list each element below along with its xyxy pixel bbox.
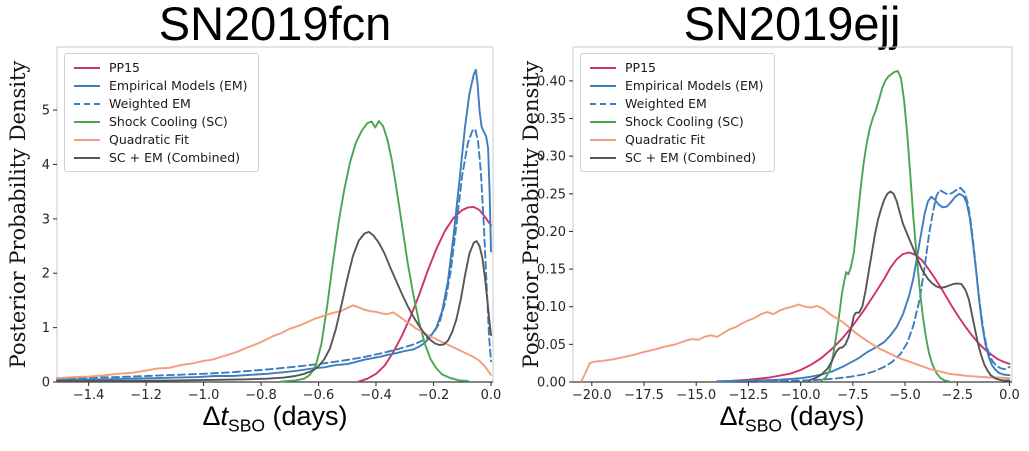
legend-label: Empirical Models (EM) [109,78,248,93]
y-tick-label: 0.30 [537,150,566,165]
legend-swatch-quadratic-fit [74,139,100,141]
curve-sc [280,120,469,383]
legend-swatch-combined [74,157,100,159]
legend-item-quadratic-fit: Quadratic Fit [74,133,248,147]
x-tick-label: −1.4 [73,388,105,403]
x-tick-label: −7.5 [837,388,869,403]
legend-label: SC + EM (Combined) [625,150,756,165]
y-tick-label: 0.10 [537,300,566,315]
plot-title-sn2019fcn: SN2019fcn [158,0,392,50]
legend-label: Quadratic Fit [625,132,706,147]
axes-sn2019ejj: −20.0 −17.5 −15.0 −12.5 −10.0 −7.5 −5.0 −2.5 0.0… [537,46,1020,403]
curve-quad [56,304,492,380]
y-tick-label: 0.15 [537,263,566,278]
legend-swatch-pp15 [590,67,616,69]
x-tick-label: −10.0 [781,388,821,403]
legend-label: Shock Cooling (SC) [625,114,744,129]
legend-item-pp15: PP15 [590,61,764,75]
y-tick-label: 0.00 [537,376,566,391]
delta-symbol: Δ [719,401,738,431]
x-axis-label-right: ΔtSBO (days) [572,401,1012,436]
legend-label: PP15 [109,60,140,75]
legend-swatch-shock-cooling [590,121,616,123]
x-tick-label: −0.8 [245,388,277,403]
legend-label: SC + EM (Combined) [109,150,240,165]
curve-wem [757,186,1011,383]
legend-label: Quadratic Fit [109,132,190,147]
delta-symbol: Δ [202,401,221,431]
x-tick-label: −0.4 [360,388,392,403]
t-symbol: t [737,401,745,431]
curve-em [716,192,1011,383]
x-tick-label: −1.0 [188,388,220,403]
y-tick-label: 3 [42,212,50,227]
legend-item-combined: SC + EM (Combined) [590,151,764,165]
legend-item-shock-cooling: Shock Cooling (SC) [74,115,248,129]
y-tick-label: 0.40 [537,74,566,89]
sbo-subscript: SBO [228,415,266,436]
legend-swatch-quadratic-fit [590,139,616,141]
legend-right: PP15 Empirical Models (EM) Weighted EM S… [580,53,775,172]
legend-left: PP15 Empirical Models (EM) Weighted EM S… [64,53,259,172]
x-tick-label: −0.2 [418,388,450,403]
x-tick-label: 0.0 [481,388,502,403]
x-tick-label: −1.2 [130,388,162,403]
x-tick-label: −20.0 [572,388,612,403]
curve-comb [56,230,492,382]
x-axis-label-left: ΔtSBO (days) [57,401,493,436]
curve-sc [820,70,950,383]
days-unit: (days) [265,401,348,431]
t-symbol: t [220,401,228,431]
y-tick-label: 4 [42,158,50,173]
curve-pp15 [726,251,1011,383]
legend-swatch-weighted-em [74,103,100,105]
sbo-subscript: SBO [745,415,783,436]
legend-swatch-em [590,85,616,87]
y-tick-label: 2 [42,267,50,282]
legend-item-em: Empirical Models (EM) [74,79,248,93]
y-tick-label: 0.35 [537,112,566,127]
legend-item-combined: SC + EM (Combined) [74,151,248,165]
y-tick-label: 0.05 [537,338,566,353]
legend-swatch-combined [590,157,616,159]
plot-title-sn2019ejj: SN2019ejj [683,0,901,50]
axes-sn2019fcn: −1.4 −1.2 −1.0 −0.8 −0.6 −0.4 −0.2 0.0 0 1 2 3 4 5 [42,46,502,403]
legend-item-em: Empirical Models (EM) [590,79,764,93]
curve-quad [580,303,1011,383]
legend-label: Weighted EM [625,96,707,111]
legend-swatch-weighted-em [590,103,616,105]
y-tick-label: 0 [42,376,50,391]
x-tick-label: −5.0 [889,388,921,403]
x-tick-label: −2.5 [941,388,973,403]
curve-em [56,68,492,381]
y-tick-label: 0.20 [537,225,566,240]
x-tick-label: −17.5 [624,388,664,403]
curve-wem [56,128,492,380]
legend-swatch-pp15 [74,67,100,69]
legend-item-shock-cooling: Shock Cooling (SC) [590,115,764,129]
legend-item-quadratic-fit: Quadratic Fit [590,133,764,147]
y-tick-label: 5 [42,104,50,119]
legend-item-weighted-em: Weighted EM [74,97,248,111]
legend-item-pp15: PP15 [74,61,248,75]
legend-swatch-shock-cooling [74,121,100,123]
x-tick-label: −15.0 [676,388,716,403]
curve-comb [808,190,1011,382]
legend-item-weighted-em: Weighted EM [590,97,764,111]
x-tick-label: −0.6 [303,388,335,403]
legend-swatch-em [74,85,100,87]
legend-label: Weighted EM [109,96,191,111]
y-tick-label: 1 [42,321,50,336]
days-unit: (days) [782,401,865,431]
legend-label: Shock Cooling (SC) [109,114,228,129]
x-tick-label: −12.5 [729,388,769,403]
legend-label: PP15 [625,60,656,75]
x-tick-label: 0.0 [999,388,1020,403]
curve-pp15 [357,205,492,383]
legend-label: Empirical Models (EM) [625,78,764,93]
y-tick-label: 0.25 [537,187,566,202]
